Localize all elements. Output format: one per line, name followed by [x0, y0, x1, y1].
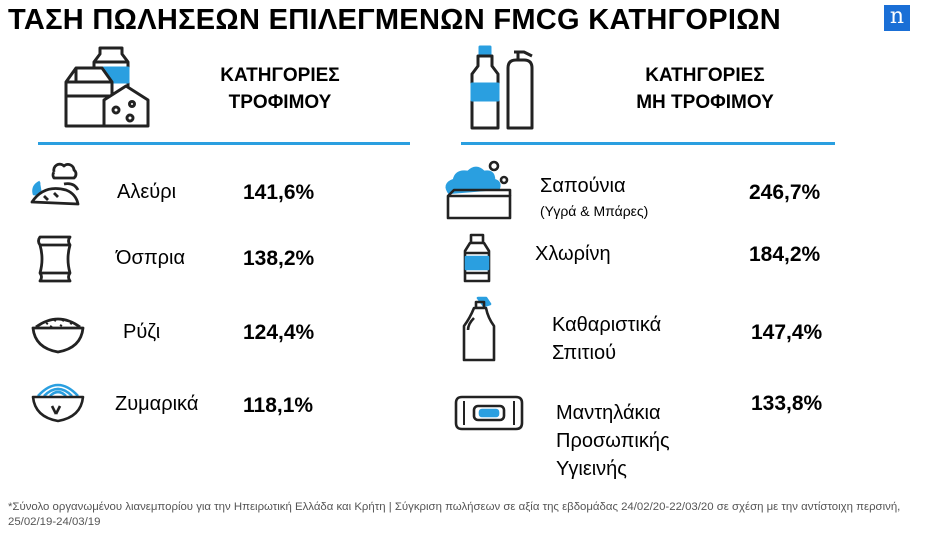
page-title: ΤΑΣΗ ΠΩΛΗΣΕΩΝ ΕΠΙΛΕΓΜΕΝΩΝ FMCG ΚΑΤΗΓΟΡΙΩ… [8, 4, 781, 36]
nonfood-item-label-wipes-line3: Υγιεινής [556, 458, 627, 480]
food-item-label-pasta: Ζυμαρικά [115, 393, 199, 415]
food-divider [38, 142, 410, 145]
food-item-label-legumes: Όσπρια [116, 247, 186, 269]
nonfood-item-value-bleach: 184,2% [749, 243, 821, 266]
cleaner-bottle-icon [458, 296, 498, 364]
sack-icon [36, 233, 74, 283]
nonfood-item-label-wipes-line2: Προσωπικής [556, 430, 670, 452]
nonfood-item-value-soap: 246,7% [749, 181, 821, 204]
bleach-bottle-icon [462, 233, 492, 285]
nonfood-item-label-cleaners-line1: Καθαριστικά [552, 314, 662, 336]
detergent-bottles-icon [466, 44, 540, 132]
groceries-icon [60, 44, 152, 130]
nonfood-heading-line2: ΜΗ ΤΡΟΦΙΜΟΥ [636, 92, 774, 113]
food-item-value-pasta: 118,1% [243, 394, 314, 417]
nonfood-item-sublabel-soap: (Υγρά & Μπάρες) [540, 203, 649, 219]
nonfood-item-label-wipes-line1: Μαντηλάκια [556, 402, 661, 424]
nonfood-heading: ΚΑΤΗΓΟΡΙΕΣ ΜΗ ΤΡΟΦΙΜΟΥ [600, 62, 810, 116]
wipes-pack-icon [454, 393, 524, 433]
footnote: *Σύνολο οργανωμένου λιανεμπορίου για την… [8, 501, 901, 528]
food-heading-line2: ΤΡΟΦΙΜΟΥ [228, 92, 332, 113]
food-item-value-rice: 124,4% [243, 321, 315, 344]
food-item-label-flour: Αλεύρι [117, 181, 177, 203]
food-heading-line1: ΚΑΤΗΓΟΡΙΕΣ [220, 65, 340, 86]
nonfood-divider [461, 142, 835, 145]
nonfood-item-label-soap: Σαπούνια [540, 175, 626, 197]
rice-bowl-icon [30, 311, 86, 355]
nonfood-item-label-bleach: Χλωρίνη [535, 243, 611, 265]
nonfood-item-label-wipes: Μαντηλάκια Προσωπικής Υγιεινής [556, 399, 670, 483]
food-item-value-flour: 141,6% [243, 181, 315, 204]
nonfood-item-label-cleaners: Καθαριστικά Σπιτιού [552, 311, 661, 367]
nonfood-heading-line1: ΚΑΤΗΓΟΡΙΕΣ [645, 65, 765, 86]
brand-logo: n [884, 5, 910, 31]
pasta-bowl-icon [30, 378, 86, 424]
soap-icon [442, 158, 516, 222]
nonfood-item-value-cleaners: 147,4% [751, 321, 823, 344]
nonfood-item-value-wipes: 133,8% [751, 392, 823, 415]
bread-icon [28, 160, 84, 210]
food-item-value-legumes: 138,2% [243, 247, 315, 270]
food-item-label-rice: Ρύζι [123, 321, 161, 343]
nonfood-item-label-cleaners-line2: Σπιτιού [552, 342, 617, 364]
food-heading: ΚΑΤΗΓΟΡΙΕΣ ΤΡΟΦΙΜΟΥ [180, 62, 380, 116]
